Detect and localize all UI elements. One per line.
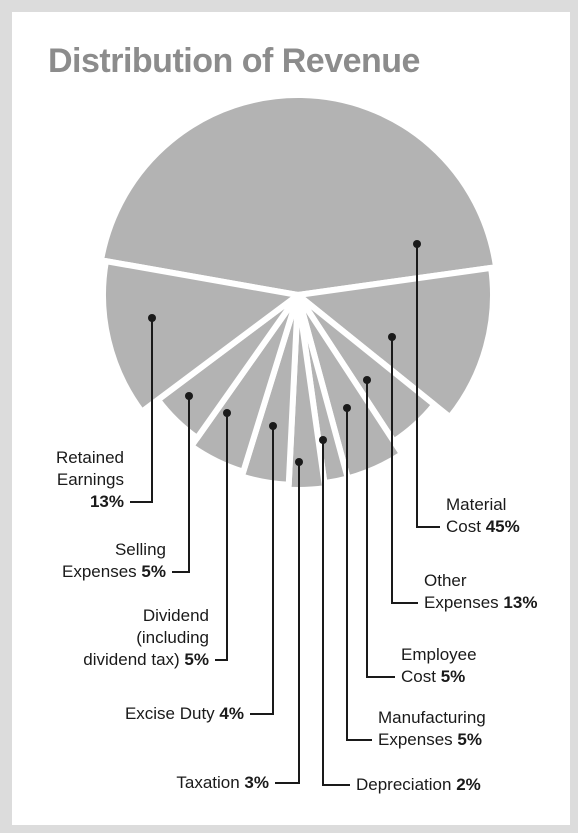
slice-label: Dividend (including dividend tax) 5% bbox=[79, 605, 209, 671]
leader-line bbox=[346, 408, 372, 741]
value-label: 5% bbox=[141, 562, 166, 581]
leader-dot bbox=[413, 240, 421, 248]
leader-line bbox=[391, 337, 418, 604]
leader-line bbox=[172, 396, 190, 573]
leader-line bbox=[416, 244, 440, 528]
value-label: 4% bbox=[219, 704, 244, 723]
value-label: 45% bbox=[485, 517, 520, 536]
leader-dot bbox=[343, 404, 351, 412]
slice-label: Depreciation 2% bbox=[356, 774, 481, 796]
pie-slice bbox=[188, 292, 301, 475]
leader-line bbox=[275, 462, 300, 784]
slice-label: Other Expenses 13% bbox=[424, 570, 540, 614]
leader-dot bbox=[295, 458, 303, 466]
leader-dot bbox=[319, 436, 327, 444]
slice-label: Excise Duty 4% bbox=[125, 703, 244, 725]
leader-dot bbox=[185, 392, 193, 400]
value-label: 5% bbox=[457, 730, 482, 749]
chart-title: Distribution of Revenue bbox=[48, 42, 420, 80]
leader-line bbox=[366, 380, 395, 678]
category-label: Retained Earnings bbox=[55, 448, 124, 489]
category-label: Employee Cost bbox=[401, 645, 477, 686]
slice-label: Manufacturing Expenses 5% bbox=[378, 707, 490, 751]
pie-slice bbox=[295, 264, 496, 421]
category-label: Taxation bbox=[176, 773, 240, 792]
category-label: Dividend (including dividend tax) bbox=[83, 606, 209, 669]
category-label: Material Cost bbox=[446, 495, 507, 536]
leader-line bbox=[322, 440, 350, 786]
slice-label: Retained Earnings 13% bbox=[44, 447, 124, 513]
category-label: Other Expenses bbox=[424, 571, 499, 612]
category-label: Excise Duty bbox=[124, 704, 215, 723]
leader-dot bbox=[148, 314, 156, 322]
value-label: 5% bbox=[184, 650, 209, 669]
slice-label: Selling Expenses 5% bbox=[58, 539, 166, 583]
leader-dot bbox=[223, 409, 231, 417]
value-label: 2% bbox=[456, 775, 481, 794]
slice-label: Material Cost 45% bbox=[446, 494, 526, 538]
category-label: Depreciation bbox=[356, 775, 452, 794]
category-label: Selling Expenses bbox=[62, 540, 166, 581]
leader-dot bbox=[269, 422, 277, 430]
leader-line bbox=[250, 426, 274, 715]
leader-line bbox=[130, 318, 153, 503]
leader-line bbox=[215, 413, 228, 661]
leader-dot bbox=[363, 376, 371, 384]
value-label: 13% bbox=[503, 593, 538, 612]
slice-label: Taxation 3% bbox=[176, 772, 269, 794]
value-label: 5% bbox=[440, 667, 466, 686]
pie-slice bbox=[98, 92, 500, 298]
category-label: Manufacturing Expenses bbox=[378, 708, 486, 749]
value-label: 13% bbox=[89, 492, 124, 511]
leader-dot bbox=[388, 333, 396, 341]
value-label: 3% bbox=[244, 773, 269, 792]
slice-label: Employee Cost 5% bbox=[401, 644, 486, 688]
